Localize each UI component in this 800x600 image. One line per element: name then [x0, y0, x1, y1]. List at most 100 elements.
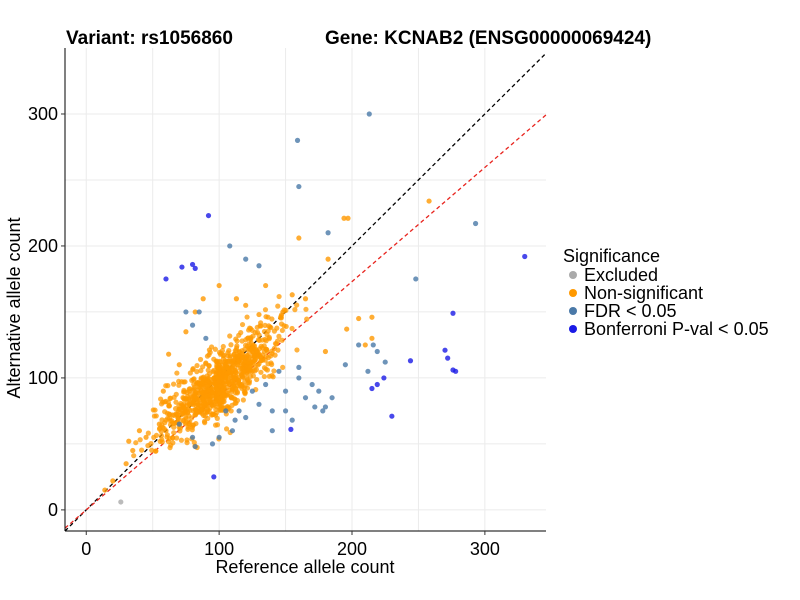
data-point-non-significant [133, 440, 139, 446]
legend-label: Bonferroni P-val < 0.05 [584, 319, 769, 339]
data-point-non-significant [269, 316, 275, 322]
data-point-non-significant [228, 408, 234, 414]
data-point-non-significant [136, 428, 143, 434]
data-point-non-significant [233, 348, 239, 354]
data-point-non-significant [137, 437, 143, 443]
data-point-non-significant [216, 370, 223, 376]
data-point-non-significant [264, 367, 271, 373]
data-point-non-significant [176, 382, 182, 388]
data-point-non-significant [272, 352, 278, 358]
data-point-non-significant [268, 360, 274, 366]
data-point-bonferroni-p-val-0-05 [389, 413, 395, 419]
data-point-non-significant [325, 256, 331, 262]
data-point-non-significant [235, 377, 242, 384]
data-point-non-significant [238, 381, 245, 388]
tick-labels: 0 100 200 300 0 100 200 300 [28, 104, 500, 559]
data-point-non-significant [292, 307, 298, 313]
data-point-non-significant [153, 432, 160, 438]
reference-lines [64, 52, 547, 532]
data-point-non-significant [266, 373, 272, 379]
data-point-fdr-0-05 [329, 395, 335, 401]
data-point-fdr-0-05 [282, 408, 289, 414]
data-point-non-significant [130, 447, 136, 454]
data-point-non-significant [233, 368, 239, 374]
data-point-fdr-0-05 [232, 417, 238, 423]
data-point-non-significant [212, 346, 219, 352]
data-point-non-significant [207, 349, 213, 355]
data-point-non-significant [276, 293, 282, 300]
data-point-non-significant [247, 325, 253, 331]
data-point-non-significant [131, 453, 137, 459]
data-point-non-significant [139, 447, 145, 453]
data-point-non-significant [204, 396, 210, 402]
data-point-non-significant [143, 434, 149, 440]
data-point-non-significant [126, 438, 132, 444]
data-point-non-significant [275, 303, 281, 309]
data-point-non-significant [265, 328, 271, 334]
data-point-non-significant [191, 376, 197, 382]
data-point-non-significant [246, 354, 252, 360]
data-point-non-significant [163, 383, 169, 389]
data-point-non-significant [283, 323, 289, 330]
data-point-non-significant [216, 362, 222, 369]
data-point-non-significant [247, 364, 253, 370]
data-points [102, 111, 528, 505]
data-point-non-significant [178, 437, 185, 443]
data-point-non-significant [225, 350, 231, 356]
data-point-bonferroni-p-val-0-05 [211, 474, 217, 480]
data-point-non-significant [322, 348, 329, 355]
data-point-bonferroni-p-val-0-05 [189, 261, 196, 268]
data-point-fdr-0-05 [296, 375, 302, 381]
data-point-non-significant [194, 369, 200, 375]
data-point-non-significant [245, 379, 251, 386]
data-point-non-significant [217, 407, 223, 413]
data-point-non-significant [185, 426, 191, 432]
data-point-bonferroni-p-val-0-05 [453, 368, 459, 374]
data-point-non-significant [174, 435, 180, 441]
data-point-fdr-0-05 [183, 309, 189, 315]
data-point-bonferroni-p-val-0-05 [381, 375, 387, 381]
data-point-non-significant [231, 374, 237, 381]
data-point-non-significant [191, 394, 197, 400]
data-point-non-significant [210, 390, 216, 396]
data-point-non-significant [229, 370, 235, 376]
data-point-non-significant [254, 376, 260, 383]
data-point-bonferroni-p-val-0-05 [450, 310, 456, 316]
data-point-fdr-0-05 [309, 381, 315, 388]
data-point-non-significant [181, 387, 187, 393]
data-point-non-significant [239, 385, 245, 391]
data-point-non-significant [205, 415, 211, 422]
chart-title-variant: Variant: rs1056860 [66, 28, 233, 49]
data-point-non-significant [257, 353, 264, 360]
data-point-non-significant [248, 369, 254, 375]
data-point-non-significant [224, 364, 230, 370]
data-point-non-significant [280, 309, 286, 315]
data-point-bonferroni-p-val-0-05 [442, 347, 448, 353]
data-point-non-significant [205, 367, 211, 373]
data-point-non-significant [244, 385, 251, 391]
data-point-non-significant [304, 316, 310, 322]
data-point-non-significant [245, 335, 251, 341]
data-point-non-significant [228, 342, 234, 348]
data-point-fdr-0-05 [223, 408, 229, 414]
data-point-non-significant [280, 364, 286, 370]
data-point-non-significant [239, 365, 245, 371]
data-point-fdr-0-05 [256, 263, 262, 269]
x-tick-label: 300 [470, 539, 500, 559]
data-point-non-significant [223, 426, 230, 432]
data-point-fdr-0-05 [320, 408, 326, 414]
data-point-non-significant [197, 356, 204, 363]
legend-key [569, 325, 577, 333]
data-point-non-significant [252, 329, 258, 336]
data-point-non-significant [220, 356, 227, 362]
data-point-bonferroni-p-val-0-05 [407, 358, 414, 364]
reference-line [64, 52, 547, 532]
data-point-non-significant [102, 487, 108, 493]
data-point-non-significant [175, 408, 182, 414]
data-point-non-significant [157, 438, 163, 444]
data-point-non-significant [194, 362, 200, 369]
data-point-non-significant [279, 327, 285, 334]
data-point-non-significant [230, 363, 236, 369]
data-point-non-significant [153, 413, 159, 419]
data-point-fdr-0-05 [282, 388, 289, 394]
